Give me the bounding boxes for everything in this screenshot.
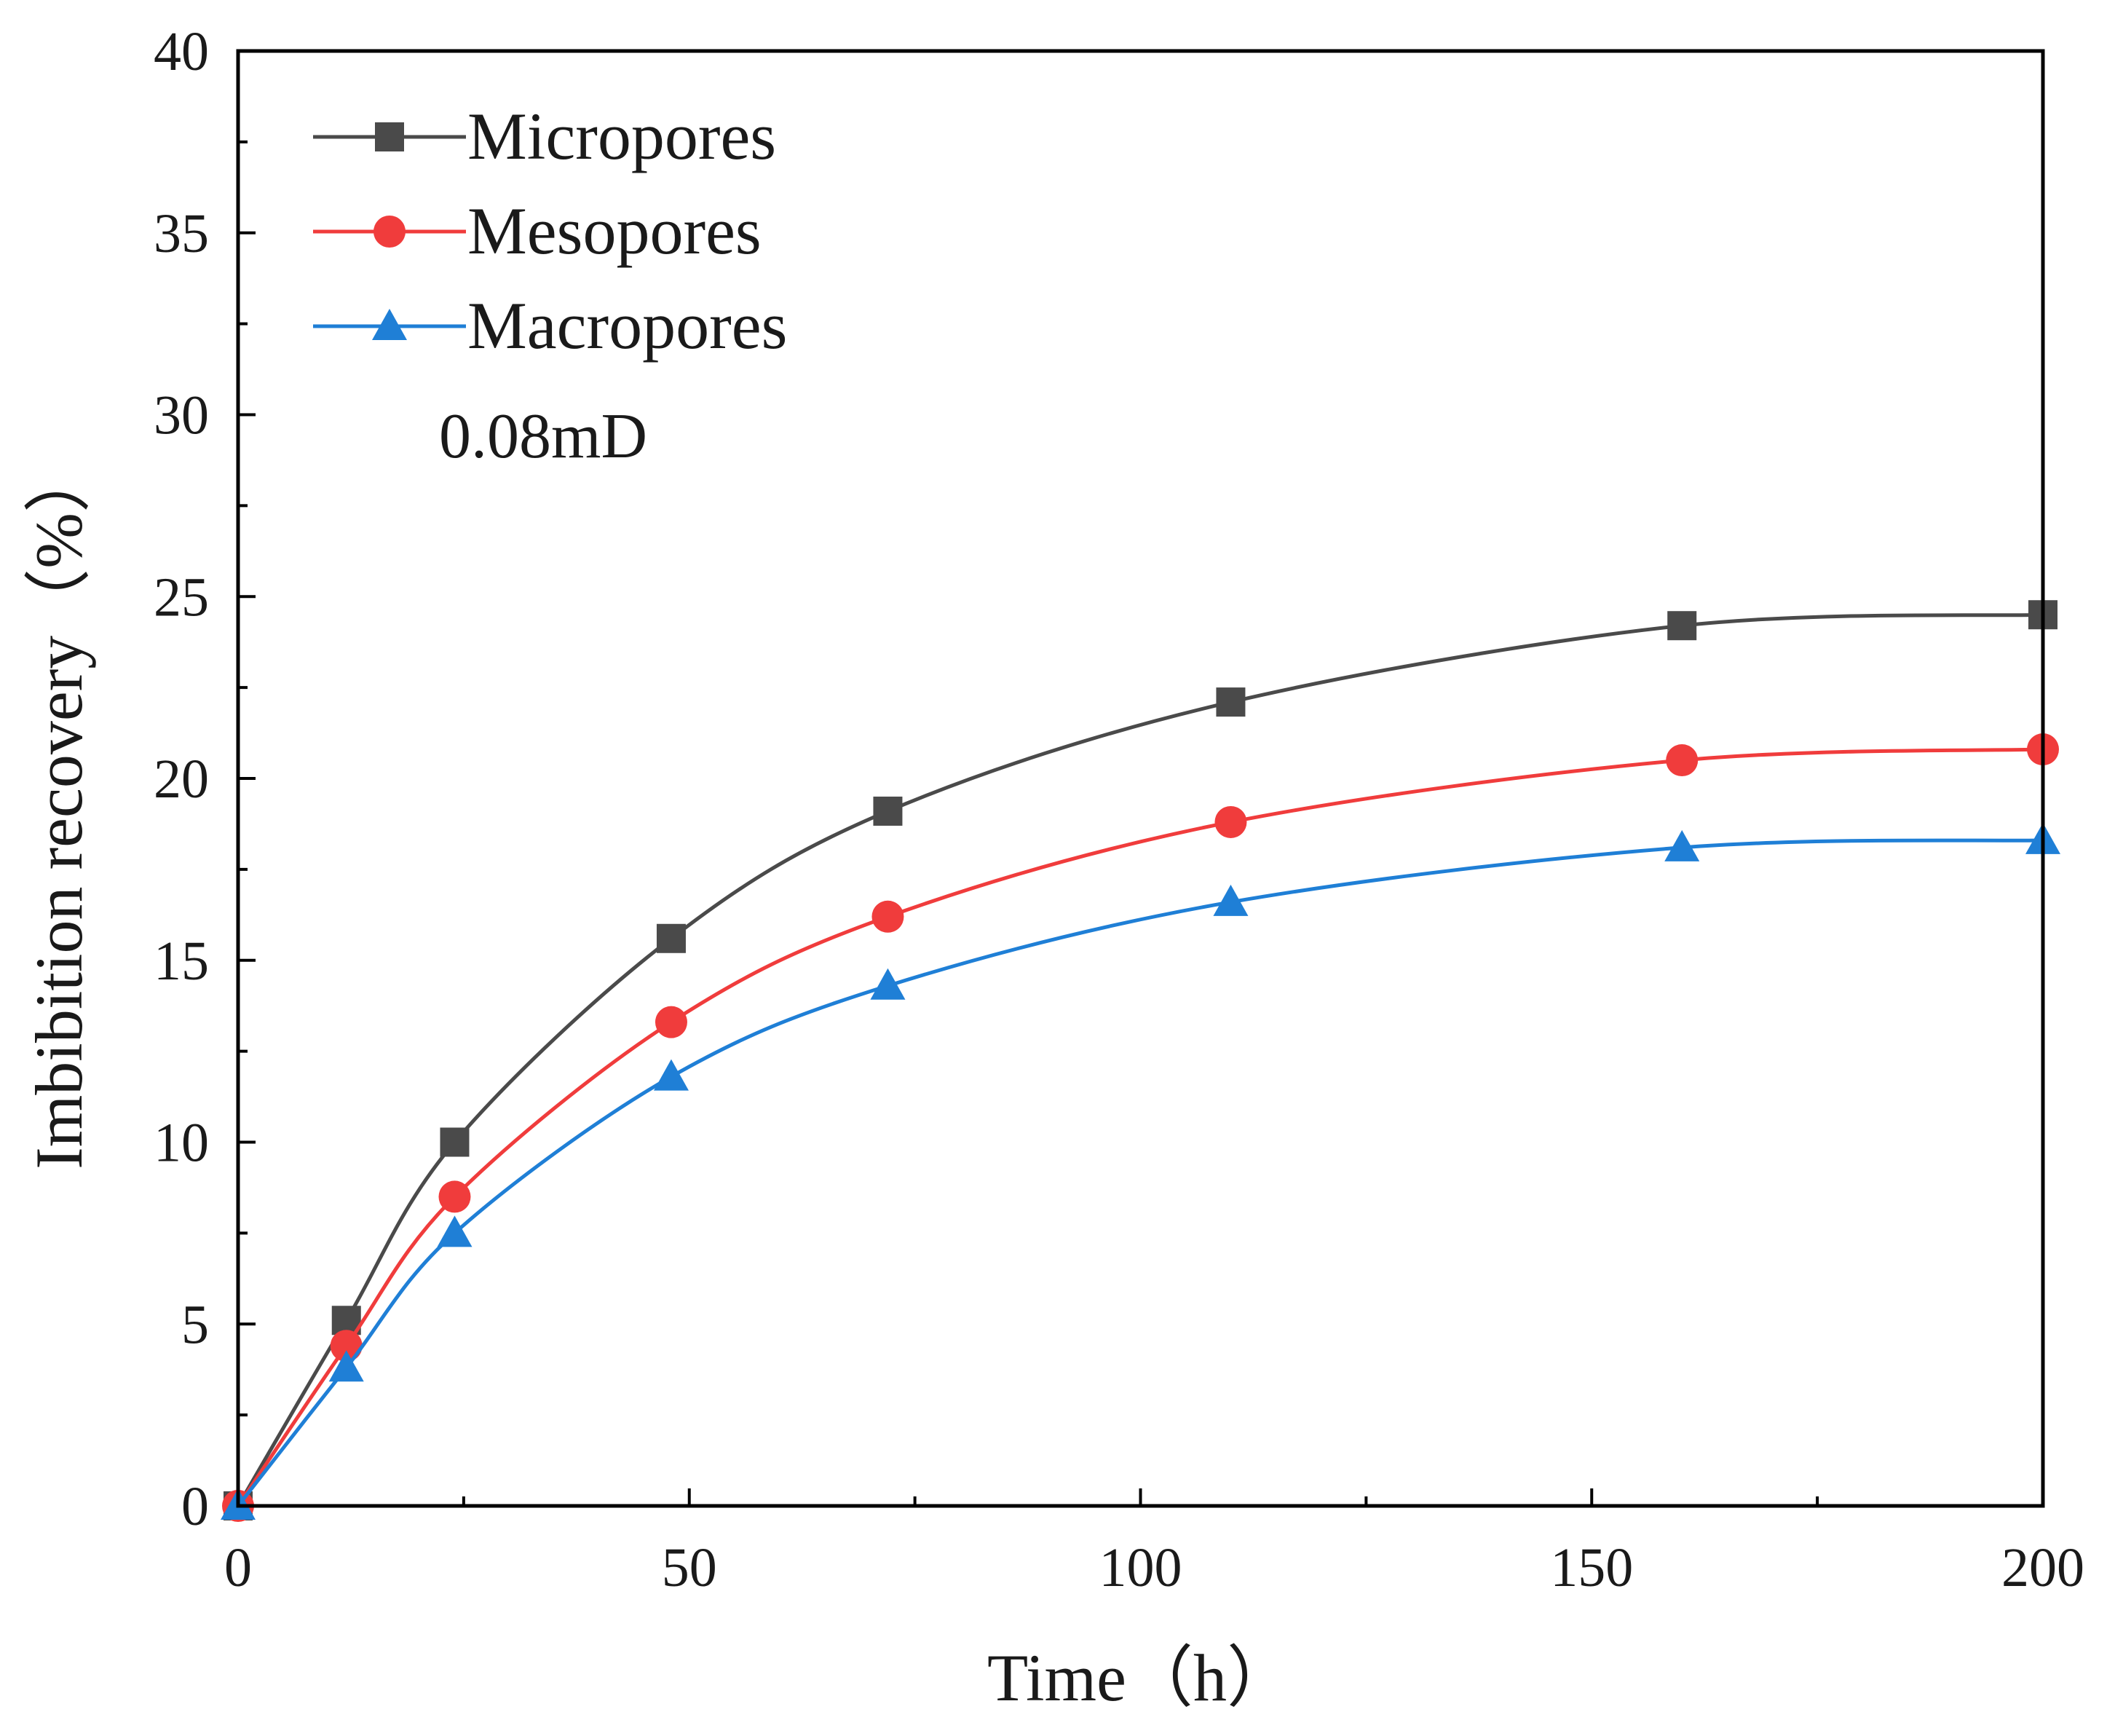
- y-tick-label: 20: [154, 749, 209, 810]
- series-mesopores: [222, 733, 2059, 1522]
- y-tick-label: 40: [154, 21, 209, 82]
- x-tick-label: 100: [1099, 1537, 1182, 1598]
- y-tick-label: 35: [154, 203, 209, 264]
- y-tick-label: 0: [181, 1476, 209, 1537]
- legend-label-micropores: Micropores: [467, 99, 776, 173]
- legend-label-mesopores: Mesopores: [467, 194, 762, 268]
- y-tick-label: 25: [154, 567, 209, 628]
- series-line-mesopores: [236, 747, 2044, 1507]
- data-point-mesopores: [655, 1006, 687, 1038]
- series-line-micropores: [236, 612, 2044, 1507]
- data-point-mesopores: [871, 900, 904, 933]
- series-layer: [221, 600, 2060, 1522]
- plot-frame: [236, 49, 2045, 1508]
- data-point-mesopores: [1214, 805, 1247, 838]
- data-point-micropores: [1667, 611, 1697, 641]
- y-tick-label: 15: [154, 931, 209, 992]
- legend-marker-macropores: [372, 309, 407, 340]
- data-point-mesopores: [1666, 744, 1699, 777]
- x-tick-label: 0: [224, 1537, 252, 1598]
- data-point-micropores: [1216, 687, 1246, 717]
- data-point-macropores: [328, 1350, 364, 1382]
- ticks-layer: 0 50 100 150 200 0 5 10 15 20 25 30 35 40: [154, 21, 2084, 1598]
- legend: Micropores Mesopores Macropores: [313, 99, 787, 363]
- legend-item-macropores: Macropores: [313, 288, 787, 363]
- y-tick-label: 30: [154, 385, 209, 446]
- series-macropores: [221, 822, 2060, 1520]
- legend-marker-micropores: [375, 122, 404, 151]
- legend-item-micropores: Micropores: [313, 99, 776, 173]
- data-point-macropores: [653, 1059, 689, 1091]
- x-tick-label: 50: [662, 1537, 717, 1598]
- data-point-macropores: [870, 968, 906, 1000]
- x-tick-label: 150: [1550, 1537, 1633, 1598]
- data-point-micropores: [440, 1127, 470, 1157]
- legend-label-macropores: Macropores: [467, 288, 787, 363]
- data-point-micropores: [656, 923, 686, 953]
- data-point-micropores: [873, 796, 903, 826]
- legend-item-mesopores: Mesopores: [313, 194, 762, 268]
- y-tick-label: 5: [181, 1294, 209, 1355]
- data-point-mesopores: [438, 1180, 471, 1213]
- y-tick-label: 10: [154, 1113, 209, 1174]
- data-point-mesopores: [330, 1330, 363, 1362]
- legend-marker-mesopores: [373, 216, 406, 248]
- series-line-macropores: [237, 838, 2044, 1507]
- y-axis-title: Imbibition recovery（%）: [22, 446, 96, 1169]
- x-tick-label: 200: [2001, 1537, 2084, 1598]
- permeability-annotation: 0.08mD: [439, 401, 647, 472]
- data-point-macropores: [1213, 884, 1249, 916]
- data-point-macropores: [1664, 829, 1700, 861]
- x-axis-title: Time（h）: [987, 1641, 1294, 1715]
- data-point-macropores: [437, 1215, 473, 1247]
- series-micropores: [224, 600, 2057, 1520]
